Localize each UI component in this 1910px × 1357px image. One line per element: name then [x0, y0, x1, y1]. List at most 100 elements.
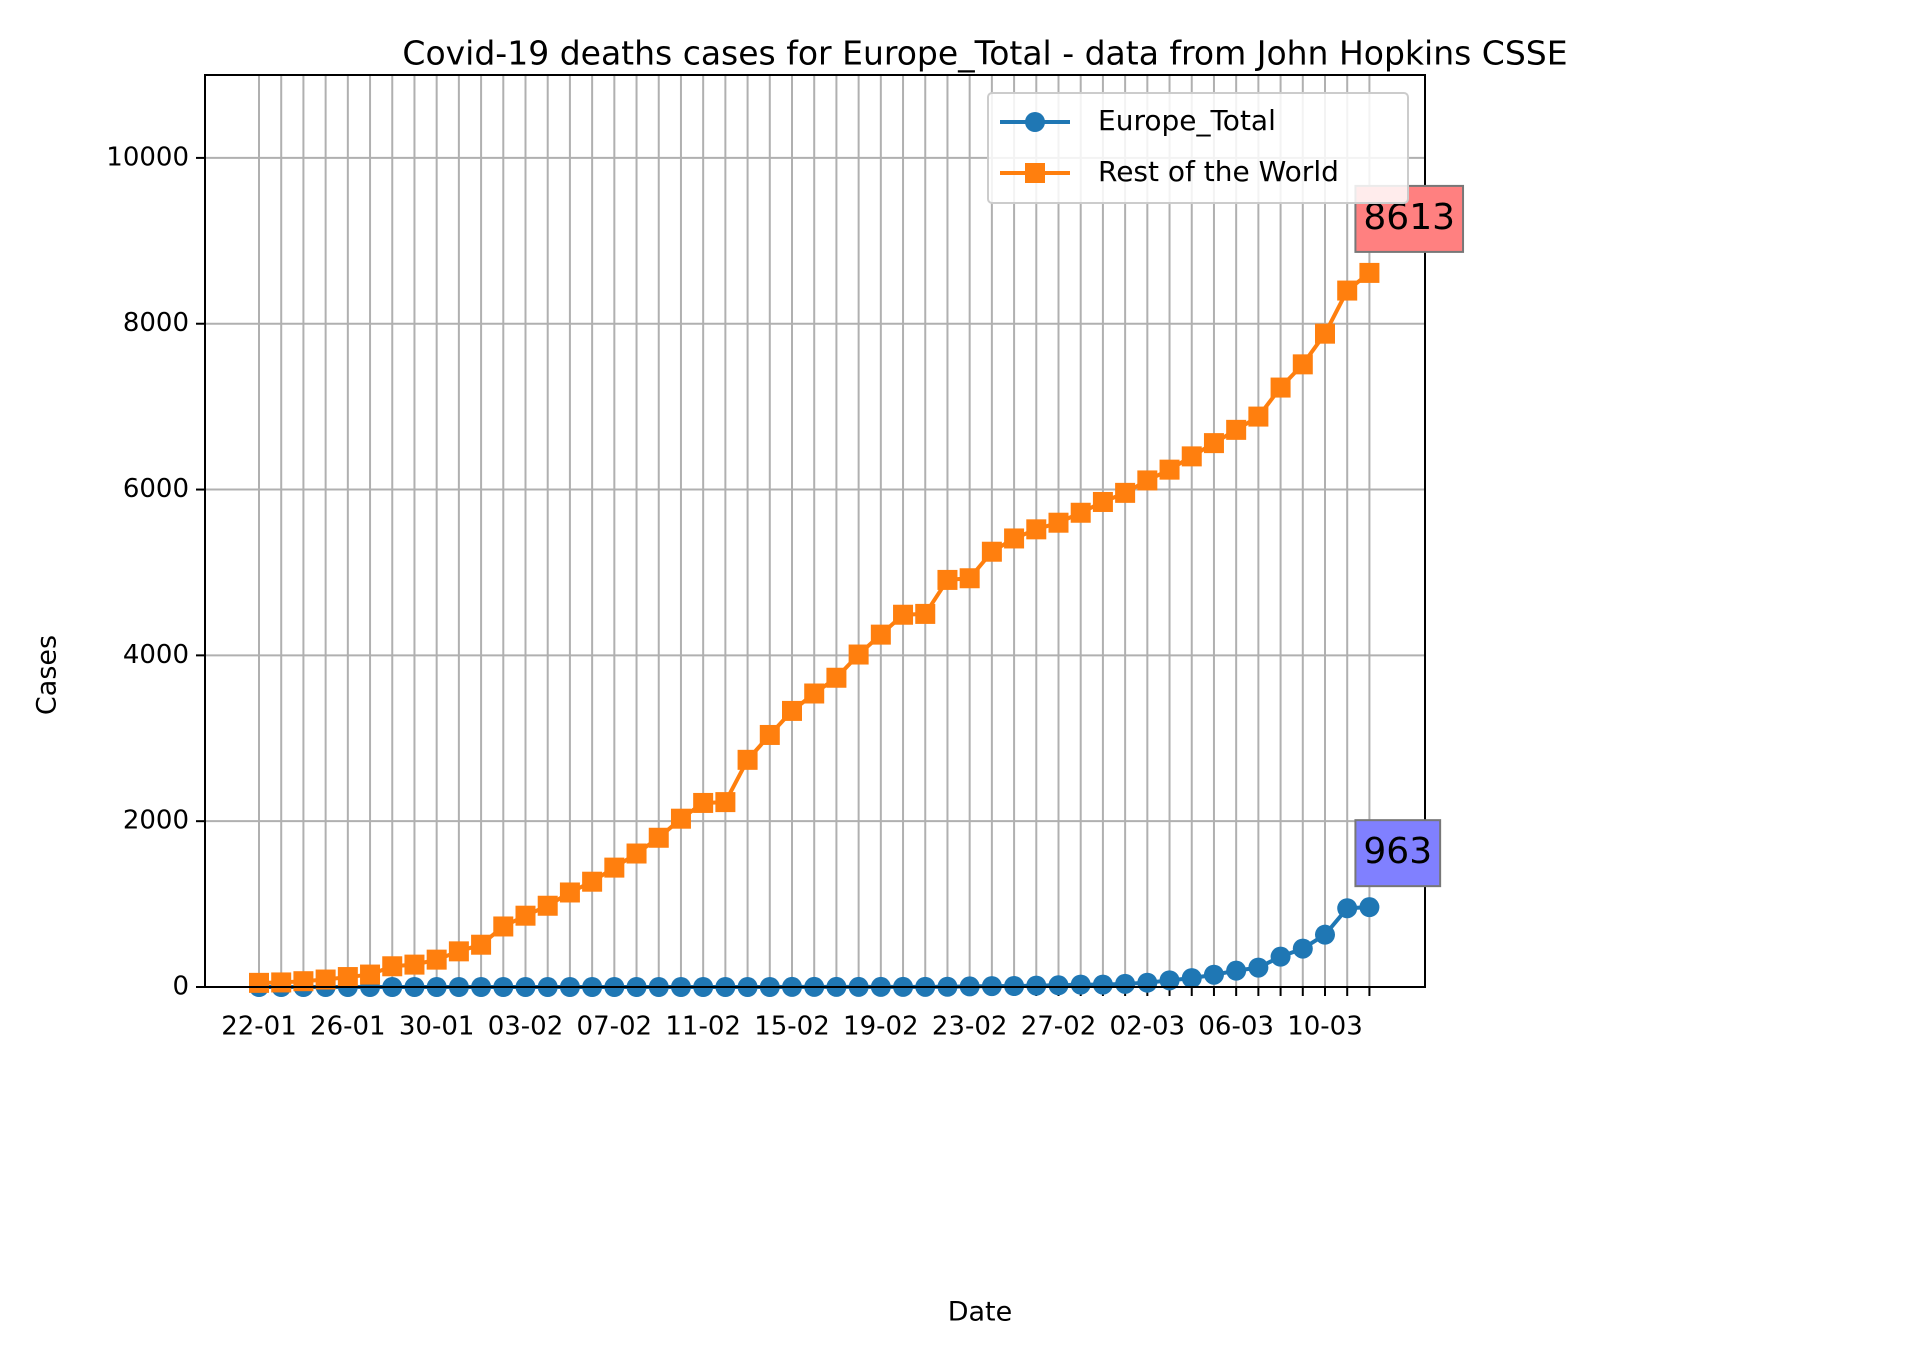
y-tick-label: 10000: [106, 142, 189, 172]
marker: [1159, 970, 1180, 991]
marker: [1070, 502, 1091, 523]
marker: [1137, 972, 1158, 993]
x-tick-label: 11-02: [665, 1012, 741, 1042]
annotation: 8613: [1354, 184, 1465, 253]
marker: [826, 667, 847, 688]
x-tick-label: 22-01: [221, 1012, 297, 1042]
marker: [1337, 898, 1358, 919]
legend-box: [987, 92, 1409, 204]
marker: [1359, 897, 1380, 918]
marker: [604, 857, 625, 878]
marker: [1226, 960, 1247, 981]
marker: [1292, 354, 1313, 375]
x-tick-label: 19-02: [843, 1012, 919, 1042]
annotation: 963: [1354, 819, 1442, 888]
x-axis-label: Date: [948, 1297, 1013, 1328]
annotation-box: [1354, 819, 1442, 888]
x-tick-label: 06-03: [1198, 1012, 1274, 1042]
x-tick-label: 02-03: [1110, 1012, 1186, 1042]
marker: [1070, 974, 1091, 995]
marker: [1203, 964, 1224, 985]
marker: [249, 972, 269, 993]
marker: [337, 967, 358, 988]
marker: [1270, 377, 1291, 398]
marker: [582, 871, 603, 892]
marker: [1026, 975, 1047, 996]
marker: [1004, 528, 1025, 549]
marker: [426, 949, 447, 970]
marker: [1203, 433, 1224, 454]
marker: [870, 624, 891, 645]
marker: [782, 700, 802, 721]
x-tick-label: 07-02: [577, 1012, 653, 1042]
marker: [1248, 957, 1269, 978]
marker: [1115, 482, 1136, 503]
y-tick-label: 8000: [123, 308, 189, 338]
marker: [404, 954, 425, 975]
y-tick-label: 4000: [123, 640, 189, 670]
marker: [1115, 973, 1136, 994]
marker: [626, 843, 647, 864]
marker: [1315, 323, 1335, 344]
marker: [360, 964, 381, 985]
marker: [959, 568, 980, 589]
marker: [1292, 938, 1313, 959]
marker: [759, 724, 780, 745]
marker: [1048, 512, 1069, 533]
marker: [670, 808, 691, 829]
marker: [1181, 446, 1202, 467]
marker: [848, 644, 869, 665]
legend-marker: [1025, 163, 1045, 183]
y-tick-label: 6000: [123, 474, 189, 504]
marker: [804, 683, 825, 704]
annotation-text: 963: [1363, 831, 1432, 872]
marker: [1026, 519, 1047, 540]
marker: [1270, 946, 1291, 967]
marker: [382, 956, 403, 977]
marker: [1248, 406, 1269, 427]
x-tick-label: 23-02: [932, 1012, 1008, 1042]
marker: [1359, 262, 1380, 283]
x-tick-label: 03-02: [488, 1012, 564, 1042]
marker: [1226, 419, 1247, 440]
legend-label: Rest of the World: [1098, 155, 1339, 188]
plot-frame: [204, 74, 1426, 988]
marker: [471, 934, 492, 955]
marker: [1137, 470, 1158, 491]
marker: [1159, 459, 1180, 480]
marker: [648, 827, 669, 848]
marker: [981, 541, 1002, 562]
marker: [937, 569, 958, 590]
y-axis-label: Cases: [32, 635, 63, 715]
marker: [448, 941, 469, 962]
legend-marker: [1025, 112, 1045, 132]
marker: [1315, 924, 1335, 945]
marker: [1092, 974, 1113, 995]
marker: [915, 603, 936, 624]
marker: [271, 972, 292, 993]
x-tick-label: 30-01: [399, 1012, 475, 1042]
marker: [1092, 491, 1113, 512]
marker: [893, 604, 914, 625]
marker: [1181, 968, 1202, 989]
marker: [1337, 280, 1358, 301]
marker: [293, 971, 314, 992]
marker: [515, 905, 536, 926]
y-tick-label: 0: [172, 972, 189, 1002]
marker: [537, 895, 558, 916]
chart-title: Covid-19 deaths cases for Europe_Total -…: [402, 34, 1567, 73]
legend-label: Europe_Total: [1098, 104, 1276, 137]
x-tick-label: 27-02: [1021, 1012, 1097, 1042]
marker: [559, 882, 580, 903]
marker: [493, 916, 514, 937]
marker: [1048, 975, 1069, 996]
y-tick-label: 2000: [123, 806, 189, 836]
x-tick-label: 10-03: [1287, 1012, 1363, 1042]
marker: [693, 792, 714, 813]
marker: [715, 792, 736, 813]
x-tick-label: 15-02: [754, 1012, 830, 1042]
marker: [315, 969, 336, 990]
marker: [737, 749, 758, 770]
